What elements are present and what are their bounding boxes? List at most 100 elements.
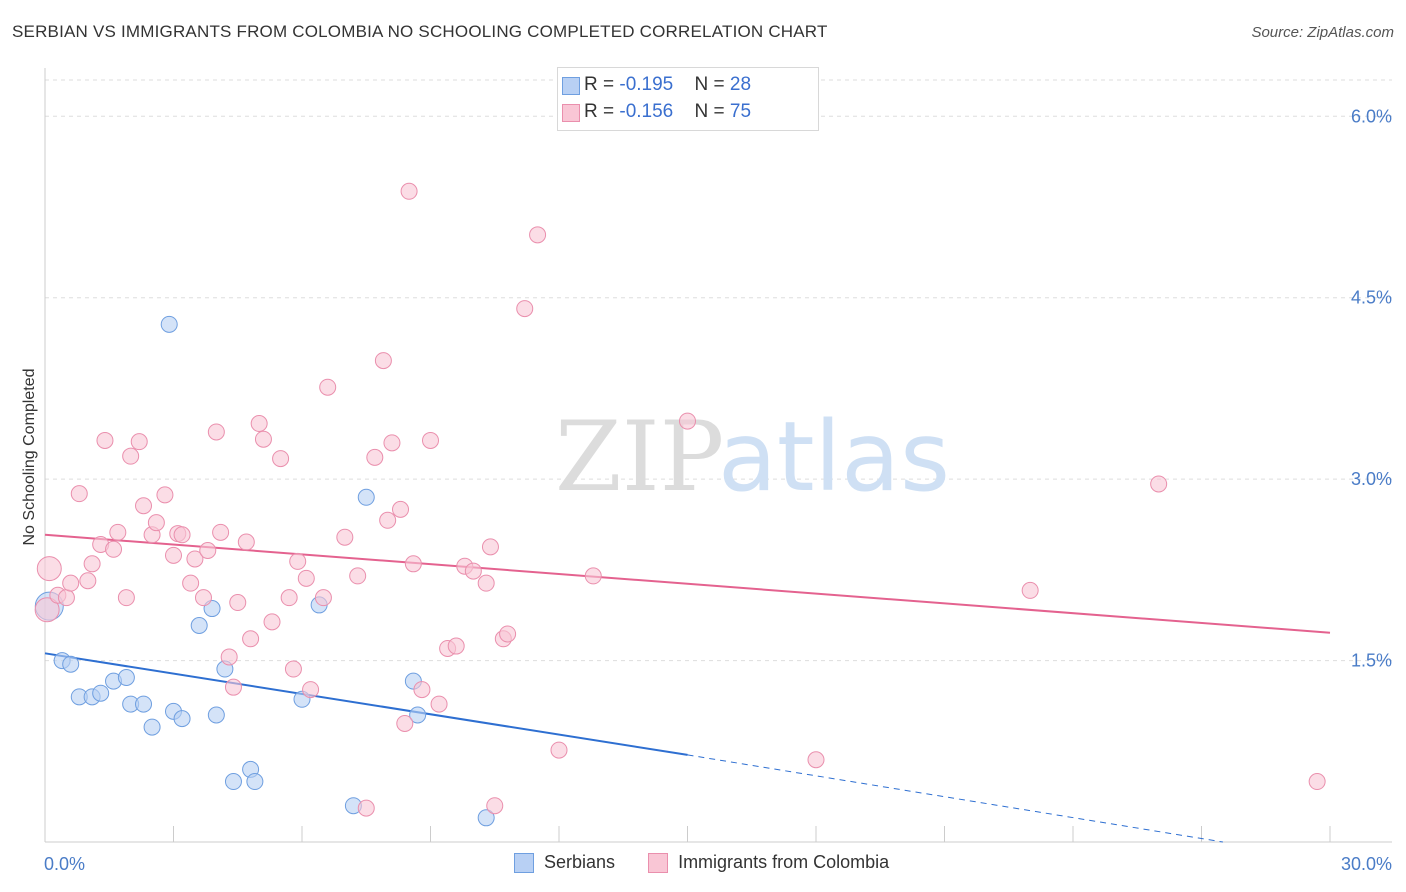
serbians-legend-swatch	[514, 853, 534, 873]
y-tick-label: 4.5%	[1351, 288, 1392, 308]
colombia-point	[1150, 475, 1168, 493]
colombia-point	[396, 714, 414, 732]
colombia-point	[83, 555, 101, 573]
colombia-point	[383, 434, 401, 452]
colombia-point	[400, 182, 418, 200]
colombia-point	[237, 533, 255, 551]
legend-item-serbians[interactable]: Serbians	[514, 852, 615, 873]
grid	[45, 79, 1392, 662]
colombia-point	[349, 567, 367, 585]
n-label: N =	[694, 74, 730, 95]
colombia-point	[212, 523, 230, 541]
colombia-point	[156, 486, 174, 504]
series-legend: Serbians Immigrants from Colombia	[514, 852, 917, 873]
colombia-point	[413, 681, 431, 699]
colombia-trend-line	[44, 533, 1331, 634]
colombia-point	[392, 500, 410, 518]
colombia-point	[477, 574, 495, 592]
colombia-point	[430, 695, 448, 713]
serbians-point	[477, 809, 495, 827]
colombia-point	[447, 637, 465, 655]
colombia-point	[122, 447, 140, 465]
colombia-legend-swatch	[648, 853, 669, 873]
colombia-point	[173, 526, 191, 544]
colombia-point	[302, 681, 320, 699]
colombia-point	[1021, 581, 1039, 599]
colombia-point	[336, 528, 354, 546]
colombia-point	[529, 226, 547, 244]
serbians-point	[143, 718, 161, 736]
colombia-point	[147, 514, 165, 532]
axes	[44, 68, 1392, 843]
colombia-point	[516, 300, 534, 318]
colombia-point	[254, 430, 272, 448]
stats-legend: R = -0.195 N = 28 R = -0.156 N = 75	[557, 67, 819, 131]
trend-lines	[44, 533, 1331, 843]
colombia-point	[357, 799, 375, 817]
serbians-point	[62, 655, 80, 673]
serbians-point	[173, 710, 191, 728]
colombia-point	[130, 433, 148, 451]
colombia-point	[404, 555, 422, 573]
colombia-point	[182, 574, 200, 592]
colombia-point	[366, 448, 384, 466]
serbians-point	[224, 773, 242, 791]
serbians-point	[160, 315, 178, 333]
colombia-point	[807, 751, 825, 769]
y-tick-label: 6.0%	[1351, 106, 1392, 126]
colombia-point	[194, 589, 212, 607]
colombia-point	[57, 589, 75, 607]
legend-label-colombia: Immigrants from Colombia	[678, 852, 890, 872]
watermark-zip: ZIP	[555, 401, 724, 513]
x-tick-label-min: 0.0%	[44, 854, 85, 874]
serbians-point	[207, 706, 225, 724]
colombia-point	[109, 523, 127, 541]
serbians-swatch	[562, 77, 580, 95]
r-label: R =	[584, 74, 620, 95]
colombia-point	[464, 562, 482, 580]
serbians-point	[357, 488, 375, 506]
colombia-point	[679, 412, 696, 430]
stats-row-colombia: R = -0.156 N = 75	[562, 101, 752, 127]
colombia-point	[297, 569, 315, 587]
r-value: -0.156	[619, 101, 674, 122]
colombia-point	[229, 594, 247, 612]
y-tick-label: 3.0%	[1351, 469, 1392, 489]
colombia-point	[165, 546, 182, 564]
chart-title: SERBIAN VS IMMIGRANTS FROM COLOMBIA NO S…	[12, 22, 828, 41]
colombia-point	[379, 511, 397, 529]
serbians-point	[409, 706, 427, 724]
colombia-point	[34, 597, 60, 623]
serbians-trend-extension	[687, 754, 1223, 843]
colombia-point	[224, 678, 242, 696]
colombia-point	[199, 542, 217, 560]
colombia-point	[550, 741, 568, 759]
colombia-point	[70, 485, 88, 503]
legend-item-colombia[interactable]: Immigrants from Colombia	[648, 852, 889, 873]
colombia-point	[486, 797, 504, 815]
colombia-point	[207, 423, 225, 441]
tick-labels: 1.5% 3.0% 4.5% 6.0% 0.0% 30.0%	[44, 106, 1392, 874]
colombia-point	[135, 497, 153, 515]
n-label: N =	[694, 101, 730, 122]
r-value: -0.195	[619, 74, 674, 95]
colombia-point	[314, 589, 332, 607]
colombia-point	[1308, 773, 1326, 791]
colombia-point	[220, 648, 238, 666]
legend-label-serbians: Serbians	[544, 852, 616, 872]
colombia-point	[422, 431, 439, 449]
n-value: 75	[729, 101, 752, 122]
colombia-point	[36, 556, 62, 582]
colombia-point	[105, 540, 123, 558]
r-label: R =	[584, 101, 620, 122]
y-axis-label: No Schooling Completed	[21, 369, 38, 546]
colombia-point	[263, 613, 281, 631]
data-points	[34, 182, 1326, 827]
colombia-point	[250, 415, 268, 433]
serbians-point	[190, 616, 208, 634]
colombia-point	[272, 450, 290, 468]
colombia-point	[186, 550, 204, 568]
colombia-point	[79, 572, 97, 590]
watermark-atlas: atlas	[718, 401, 950, 513]
